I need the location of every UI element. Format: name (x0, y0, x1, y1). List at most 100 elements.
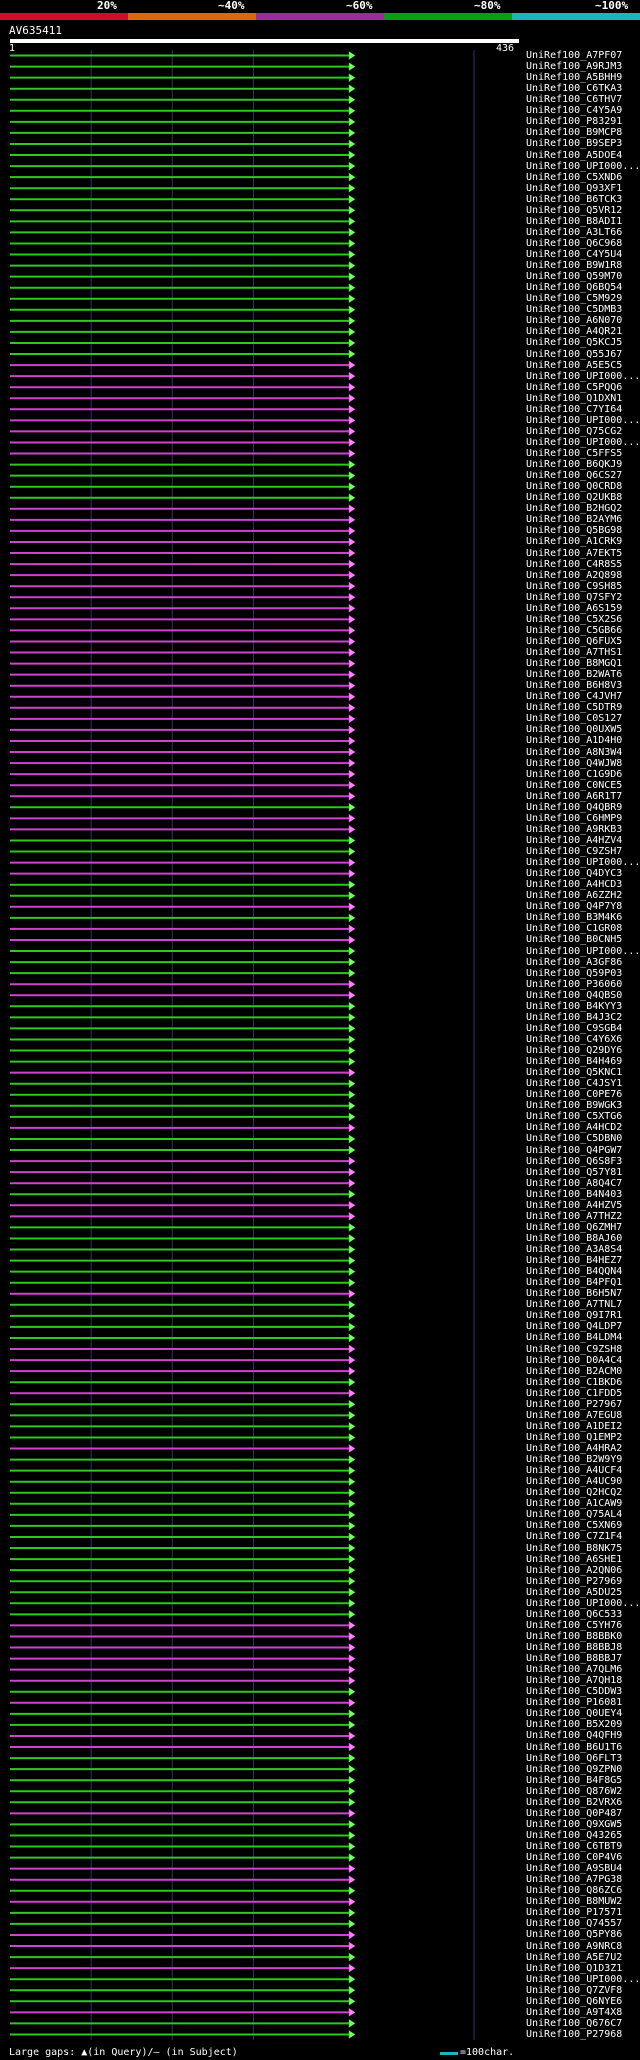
hit-label[interactable]: UniRef100_Q5PY86 (526, 1929, 623, 1941)
hit-label[interactable]: UniRef100_A7EKT5 (526, 547, 623, 559)
hit-label[interactable]: UniRef100_C5XND6 (526, 171, 623, 183)
hit-label[interactable]: UniRef100_Q93XF1 (526, 182, 623, 194)
hit-label[interactable]: UniRef100_C1GR08 (526, 923, 623, 935)
hit-label[interactable]: UniRef100_Q2HCQ2 (526, 1487, 623, 1499)
hit-label[interactable]: UniRef100_B4J3C2 (526, 1011, 623, 1023)
hit-label[interactable]: UniRef100_C5XTG6 (526, 1111, 623, 1123)
hit-label[interactable]: UniRef100_C4Y6X6 (526, 1033, 623, 1045)
hit-label[interactable]: UniRef100_A9SBU4 (526, 1863, 623, 1875)
hit-label[interactable]: UniRef100_Q4QFH9 (526, 1730, 623, 1742)
hit-label[interactable]: UniRef100_Q6BQ54 (526, 282, 623, 294)
hit-label[interactable]: UniRef100_Q75AL4 (526, 1509, 623, 1521)
hit-label[interactable]: UniRef100_Q4WJW8 (526, 757, 623, 769)
hit-label[interactable]: UniRef100_B6TCK3 (526, 193, 623, 205)
hit-label[interactable]: UniRef100_B4F8G5 (526, 1774, 623, 1786)
hit-label[interactable]: UniRef100_C5PQQ6 (526, 381, 623, 393)
hit-label[interactable]: UniRef100_Q7SFY2 (526, 591, 623, 603)
hit-label[interactable]: UniRef100_A6N070 (526, 315, 623, 327)
hit-label[interactable]: UniRef100_C5DMB3 (526, 304, 623, 316)
hit-label[interactable]: UniRef100_A7QH18 (526, 1675, 623, 1687)
hit-label[interactable]: UniRef100_Q1DXN1 (526, 392, 623, 404)
hit-label[interactable]: UniRef100_C0NCE5 (526, 779, 623, 791)
hit-label[interactable]: UniRef100_Q59M70 (526, 271, 623, 283)
hit-label[interactable]: UniRef100_C6THV7 (526, 94, 623, 106)
hit-label[interactable]: UniRef100_B9SEP3 (526, 138, 623, 150)
hit-label[interactable]: UniRef100_UPI000... (526, 414, 640, 426)
hit-label[interactable]: UniRef100_C0S127 (526, 713, 623, 725)
hit-label[interactable]: UniRef100_Q4QBR9 (526, 801, 623, 813)
hit-label[interactable]: UniRef100_Q4LDP7 (526, 1321, 623, 1333)
hit-label[interactable]: UniRef100_B8MGQ1 (526, 658, 623, 670)
hit-label[interactable]: UniRef100_C4JVH7 (526, 691, 623, 703)
hit-label[interactable]: UniRef100_Q6FUX5 (526, 635, 623, 647)
hit-label[interactable]: UniRef100_A4HRA2 (526, 1443, 623, 1455)
hit-label[interactable]: UniRef100_B9MCP8 (526, 127, 623, 139)
hit-label[interactable]: UniRef100_A1DEI2 (526, 1420, 623, 1432)
hit-label[interactable]: UniRef100_B2W9Y9 (526, 1454, 623, 1466)
hit-label[interactable]: UniRef100_A7THZ2 (526, 1210, 623, 1222)
hit-label[interactable]: UniRef100_Q43265 (526, 1829, 623, 1841)
hit-label[interactable]: UniRef100_A3A8S4 (526, 1244, 623, 1256)
hit-label[interactable]: UniRef100_B4PFQ1 (526, 1277, 623, 1289)
hit-label[interactable]: UniRef100_Q5KNC1 (526, 1067, 623, 1079)
hit-label[interactable]: UniRef100_Q7ZVF8 (526, 1984, 623, 1996)
hit-label[interactable]: UniRef100_Q75CG2 (526, 425, 623, 437)
hit-label[interactable]: UniRef100_A9NRC8 (526, 1940, 623, 1952)
hit-label[interactable]: UniRef100_Q6FLT3 (526, 1752, 623, 1764)
hit-label[interactable]: UniRef100_Q6NYE6 (526, 1995, 623, 2007)
hit-label[interactable]: UniRef100_Q4DYC3 (526, 868, 623, 880)
hit-label[interactable]: UniRef100_C5GB66 (526, 624, 623, 636)
hit-label[interactable]: UniRef100_C9ZSH7 (526, 846, 623, 858)
hit-label[interactable]: UniRef100_A6SHE1 (526, 1553, 623, 1565)
hit-label[interactable]: UniRef100_Q6C968 (526, 237, 623, 249)
hit-label[interactable]: UniRef100_A2QN06 (526, 1564, 623, 1576)
hit-label[interactable]: UniRef100_A4HZV4 (526, 834, 623, 846)
hit-label[interactable]: UniRef100_P27969 (526, 1575, 623, 1587)
hit-label[interactable]: UniRef100_B6H8V3 (526, 680, 623, 692)
hit-label[interactable]: UniRef100_A5BHH9 (526, 72, 623, 84)
hit-label[interactable]: UniRef100_A7THS1 (526, 647, 623, 659)
hit-label[interactable]: UniRef100_B9WGK3 (526, 1100, 623, 1112)
hit-label[interactable]: UniRef100_Q4P7Y8 (526, 901, 623, 913)
hit-label[interactable]: UniRef100_UPI000... (526, 1973, 640, 1985)
hit-label[interactable]: UniRef100_A4HCD2 (526, 1122, 623, 1134)
hit-label[interactable]: UniRef100_A2Q898 (526, 569, 623, 581)
hit-label[interactable]: UniRef100_Q0CRD8 (526, 481, 623, 493)
hit-label[interactable]: UniRef100_B0CNH5 (526, 934, 623, 946)
hit-label[interactable]: UniRef100_C5DDW3 (526, 1686, 623, 1698)
hit-label[interactable]: UniRef100_Q6ZMH7 (526, 1221, 623, 1233)
hit-label[interactable]: UniRef100_P83291 (526, 116, 623, 128)
hit-label[interactable]: UniRef100_Q2UKB8 (526, 492, 623, 504)
hit-label[interactable]: UniRef100_C1BKD6 (526, 1376, 623, 1388)
hit-label[interactable]: UniRef100_A1CAW9 (526, 1498, 623, 1510)
hit-label[interactable]: UniRef100_B4HEZ7 (526, 1255, 623, 1267)
hit-label[interactable]: UniRef100_Q6C533 (526, 1608, 623, 1620)
hit-label[interactable]: UniRef100_B2AYM6 (526, 514, 623, 526)
hit-label[interactable]: UniRef100_A4QR21 (526, 326, 623, 338)
hit-label[interactable]: UniRef100_A7PG38 (526, 1874, 623, 1886)
hit-label[interactable]: UniRef100_A9T4X8 (526, 2006, 623, 2018)
hit-label[interactable]: UniRef100_C4Y5A9 (526, 105, 623, 117)
hit-label[interactable]: UniRef100_A1D4H0 (526, 735, 623, 747)
hit-label[interactable]: UniRef100_P27968 (526, 2028, 623, 2040)
hit-label[interactable]: UniRef100_C5DBN0 (526, 1133, 623, 1145)
hit-label[interactable]: UniRef100_A1CRK9 (526, 536, 623, 548)
hit-label[interactable]: UniRef100_Q59P03 (526, 967, 623, 979)
hit-label[interactable]: UniRef100_C5YH76 (526, 1619, 623, 1631)
hit-label[interactable]: UniRef100_A8Q4C7 (526, 1177, 623, 1189)
hit-label[interactable]: UniRef100_Q9ZPN0 (526, 1763, 623, 1775)
hit-label[interactable]: UniRef100_A7EGU8 (526, 1409, 623, 1421)
hit-label[interactable]: UniRef100_B2ACM0 (526, 1365, 623, 1377)
hit-label[interactable]: UniRef100_C9SGB4 (526, 1022, 623, 1034)
hit-label[interactable]: UniRef100_A9RJM3 (526, 61, 623, 73)
hit-label[interactable]: UniRef100_Q1D3Z1 (526, 1962, 623, 1974)
hit-label[interactable]: UniRef100_Q74557 (526, 1918, 623, 1930)
hit-label[interactable]: UniRef100_P16081 (526, 1697, 623, 1709)
hit-label[interactable]: UniRef100_Q0UEY4 (526, 1708, 623, 1720)
hit-label[interactable]: UniRef100_Q4PGW7 (526, 1144, 623, 1156)
hit-label[interactable]: UniRef100_A3LT66 (526, 226, 623, 238)
hit-label[interactable]: UniRef100_UPI000... (526, 370, 640, 382)
hit-label[interactable]: UniRef100_C7Z1F4 (526, 1531, 623, 1543)
hit-label[interactable]: UniRef100_A5E7U2 (526, 1951, 623, 1963)
hit-label[interactable]: UniRef100_C5X2S6 (526, 613, 623, 625)
